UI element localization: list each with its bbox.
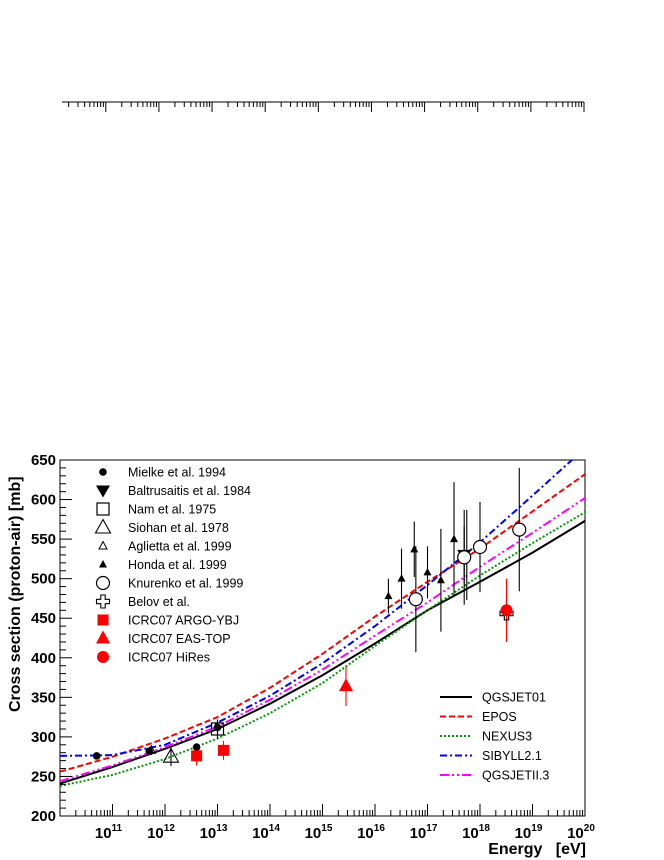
data-point-mielke-et-al-1994 xyxy=(192,743,201,751)
data-point-honda-et-al-1999 xyxy=(436,575,445,584)
legend-marker xyxy=(97,651,109,663)
legend-label: NEXUS3 xyxy=(482,730,532,744)
y-tick-label: 550 xyxy=(31,531,56,548)
y-axis-label: Cross section (proton-air) [mb] xyxy=(7,476,24,712)
legend-marker xyxy=(94,518,112,534)
data-point-knurenko-et-al-1999 xyxy=(408,592,423,607)
data-point-knurenko-et-al-1999 xyxy=(512,522,527,537)
x-tick-label: 1016 xyxy=(357,823,385,842)
data-point-honda-et-al-1999 xyxy=(384,591,393,600)
legend-marker xyxy=(96,502,110,516)
x-tick-label: 1015 xyxy=(305,823,333,842)
legend-label: ICRC07 ARGO-YBJ xyxy=(128,614,239,628)
legend-label: Siohan et al. 1978 xyxy=(128,521,229,535)
legend-label: ICRC07 EAS-TOP xyxy=(128,632,231,646)
top-empty-axis xyxy=(62,101,585,112)
legend-label: Belov et al. xyxy=(128,595,190,609)
data-point-icrc07-hires xyxy=(500,604,513,617)
y-tick-label: 300 xyxy=(31,729,56,746)
legend-marker xyxy=(96,485,110,498)
data-markers xyxy=(92,522,527,763)
legend-label: QGSJETII.3 xyxy=(482,769,549,783)
data-point-honda-et-al-1999 xyxy=(423,567,432,576)
legend-label: Nam et al. 1975 xyxy=(128,503,216,517)
legend-marker xyxy=(95,594,111,609)
y-tick-label: 400 xyxy=(31,650,56,667)
y-tick-label: 500 xyxy=(31,571,56,588)
y-tick-label: 200 xyxy=(31,808,56,825)
x-tick-label: 1014 xyxy=(252,823,280,842)
y-tick-label: 450 xyxy=(31,610,56,627)
model-curve-epos xyxy=(60,473,585,773)
legend-marker xyxy=(95,575,111,591)
x-tick-label: 1011 xyxy=(95,823,123,842)
legend-label: Honda et al. 1999 xyxy=(128,558,227,572)
data-point-knurenko-et-al-1999 xyxy=(472,539,488,555)
x-tick-label: 1013 xyxy=(200,823,228,842)
model-curve-sibyll2-1 xyxy=(60,460,574,757)
data-point-honda-et-al-1999 xyxy=(410,544,419,553)
data-point-icrc07-argo-ybj xyxy=(191,750,203,762)
legend-marker xyxy=(99,560,107,568)
legend-marker xyxy=(98,540,108,550)
x-tick-label: 1017 xyxy=(410,823,438,842)
legend-label: QGSJET01 xyxy=(482,691,546,705)
data-point-icrc07-eas-top xyxy=(338,678,353,692)
legend-label: Baltrusaitis et al. 1984 xyxy=(128,484,251,498)
legend-label: SIBYLL2.1 xyxy=(482,749,542,763)
x-tick-label: 1020 xyxy=(567,823,595,842)
data-point-mielke-et-al-1994 xyxy=(92,752,101,760)
x-tick-label: 1018 xyxy=(462,823,490,842)
legend-marker xyxy=(97,614,109,626)
y-tick-label: 250 xyxy=(31,768,56,785)
legend-data-series: Mielke et al. 1994 Baltrusaitis et al. 19… xyxy=(94,466,251,665)
legend-label: Knurenko et al. 1999 xyxy=(128,577,243,591)
data-point-honda-et-al-1999 xyxy=(397,574,406,582)
data-point-aglietta-et-al-1999 xyxy=(146,744,157,754)
data-point-icrc07-argo-ybj xyxy=(217,744,229,756)
x-axis-label: Energy [eV] xyxy=(488,841,586,858)
y-axis: 200 250 300 350 400 450 500 550 600 650 xyxy=(31,452,72,825)
legend-label: ICRC07 HiRes xyxy=(128,651,210,665)
data-point-siohan-et-al-1978 xyxy=(162,747,180,763)
legend-marker xyxy=(99,468,107,476)
legend-marker xyxy=(96,630,110,644)
y-tick-label: 350 xyxy=(31,689,56,706)
x-tick-label: 1012 xyxy=(147,823,175,842)
x-axis: 1011 1012 1013 1014 1015 1016 1017 1018 1019 1020 xyxy=(59,804,595,842)
legend-label: EPOS xyxy=(482,710,517,724)
legend-label: Aglietta et al. 1999 xyxy=(128,540,232,554)
model-curve-qgsjet01 xyxy=(60,520,585,785)
data-point-knurenko-et-al-1999 xyxy=(457,550,472,565)
legend-model-curves: QGSJET01 EPOS NEXUS3 SIBYLL2.1 QGSJETII.3 xyxy=(440,691,549,783)
y-tick-label: 600 xyxy=(31,492,56,509)
data-point-mielke-et-al-1994 xyxy=(213,723,222,732)
data-point-honda-et-al-1999 xyxy=(450,534,459,543)
y-tick-label: 650 xyxy=(31,452,56,469)
x-tick-label: 1019 xyxy=(515,823,543,842)
legend-label: Mielke et al. 1994 xyxy=(128,466,226,480)
data-point-nam-et-al-1975 xyxy=(210,722,225,736)
